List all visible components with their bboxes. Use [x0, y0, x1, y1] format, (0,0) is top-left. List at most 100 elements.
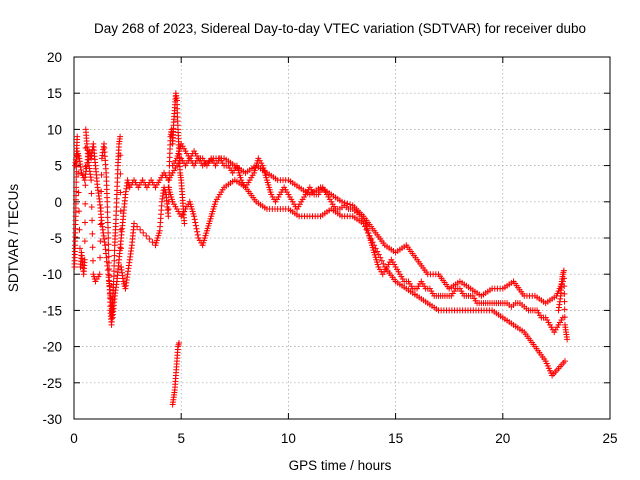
- data-point: [165, 184, 172, 191]
- data-point: [374, 248, 381, 255]
- data-point: [564, 336, 571, 343]
- data-point: [88, 177, 95, 184]
- data-point: [191, 213, 198, 220]
- data-point: [181, 220, 188, 227]
- data-point: [561, 358, 568, 365]
- data-point: [149, 239, 156, 246]
- data-point: [73, 163, 80, 170]
- x-tick-label: 5: [177, 431, 185, 446]
- data-point: [76, 208, 83, 215]
- series-lower-branch: [165, 177, 568, 379]
- data-point: [106, 266, 113, 273]
- data-point: [117, 170, 124, 177]
- data-point: [137, 226, 144, 233]
- data-point: [104, 198, 111, 205]
- data-point: [176, 339, 183, 346]
- data-point: [369, 239, 376, 246]
- data-point: [560, 267, 567, 274]
- data-point: [110, 268, 117, 275]
- data-point: [105, 259, 112, 266]
- data-point: [166, 169, 173, 176]
- x-tick-label: 15: [388, 431, 403, 446]
- data-point: [89, 244, 96, 251]
- data-point: [165, 198, 172, 205]
- x-tick-label: 20: [495, 431, 510, 446]
- data-point: [73, 173, 80, 180]
- data-point: [368, 236, 375, 243]
- data-point: [73, 184, 80, 191]
- data-point: [561, 306, 568, 313]
- y-tick-label: 15: [47, 86, 62, 101]
- data-point: [363, 226, 370, 233]
- data-point: [117, 189, 124, 196]
- data-point: [89, 257, 96, 264]
- x-tick-label: 25: [602, 431, 617, 446]
- data-point: [73, 158, 80, 165]
- y-tick-label: -25: [42, 376, 62, 391]
- series-upper-branch: [169, 140, 566, 307]
- series-early-scatter: [71, 90, 188, 328]
- data-point: [561, 314, 568, 321]
- data-point: [105, 235, 112, 241]
- data-point: [104, 214, 111, 221]
- data-point: [74, 133, 81, 140]
- data-point: [110, 278, 117, 285]
- y-tick-label: -10: [42, 267, 62, 282]
- data-point: [73, 179, 80, 186]
- data-point: [105, 241, 112, 248]
- data-point: [88, 203, 95, 210]
- data-point: [110, 273, 117, 280]
- data-point: [81, 256, 88, 263]
- data-point: [143, 232, 150, 239]
- data-point: [378, 257, 385, 264]
- y-axis-label: SDTVAR / TECUs: [6, 184, 21, 293]
- data-point: [111, 252, 118, 259]
- y-tick-label: 5: [54, 159, 62, 174]
- data-point: [561, 283, 568, 290]
- data-point: [98, 188, 105, 195]
- x-axis-label: GPS time / hours: [289, 458, 392, 473]
- series-outlier-cluster: [169, 339, 183, 408]
- data-point: [365, 229, 372, 236]
- y-tick-labels: -30 -25 -20 -15 -10 -5 0 5 10 15 20: [42, 50, 62, 427]
- data-point: [371, 242, 378, 249]
- data-point: [165, 213, 172, 220]
- data-point: [561, 298, 568, 305]
- tick-marks: [73, 56, 611, 420]
- data-point: [375, 251, 382, 258]
- y-tick-label: 0: [54, 195, 62, 210]
- data-point: [192, 222, 199, 229]
- data-point: [165, 191, 172, 198]
- data-point: [98, 171, 105, 178]
- data-point: [97, 254, 104, 261]
- chart-title: Day 268 of 2023, Sidereal Day-to-day VTE…: [94, 21, 586, 36]
- data-point: [76, 245, 83, 252]
- data-point: [111, 262, 118, 269]
- y-tick-label: 20: [47, 50, 62, 65]
- data-point: [165, 206, 172, 213]
- data-point: [361, 223, 368, 230]
- data-point: [117, 152, 124, 159]
- data-point: [194, 231, 201, 238]
- data-point: [194, 228, 201, 235]
- data-point: [106, 272, 113, 279]
- data-point: [191, 216, 198, 223]
- data-point: [82, 200, 89, 207]
- data-point: [360, 220, 367, 227]
- y-tick-label: -15: [42, 303, 62, 318]
- data-point: [117, 226, 124, 233]
- data-point: [111, 247, 118, 254]
- y-tick-label: -30: [42, 412, 62, 427]
- data-point: [377, 254, 384, 261]
- data-point: [104, 219, 111, 226]
- x-tick-label: 10: [281, 431, 296, 446]
- data-point: [561, 290, 568, 297]
- data-point: [134, 223, 141, 230]
- data-point: [97, 238, 104, 245]
- data-point: [88, 190, 95, 197]
- x-tick-label: 0: [70, 431, 78, 446]
- data-point: [118, 245, 125, 252]
- data-point: [372, 245, 379, 252]
